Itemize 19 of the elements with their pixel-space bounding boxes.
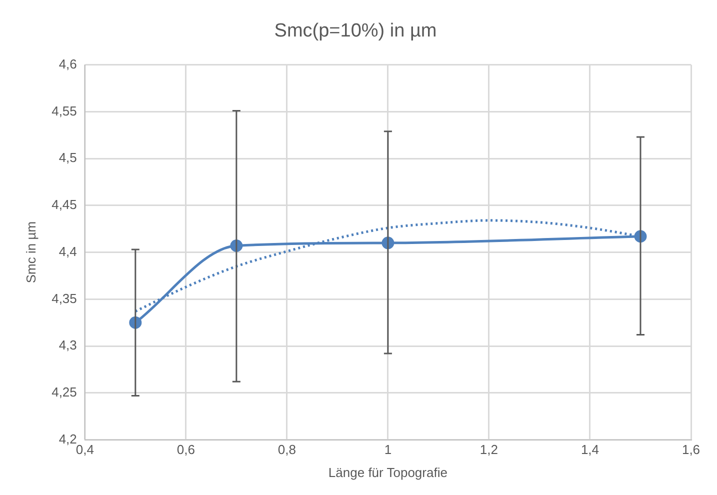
- x-axis-title: Länge für Topografie: [328, 464, 448, 480]
- y-tick-label: 4,45: [52, 197, 77, 212]
- y-tick-label: 4,2: [58, 431, 77, 446]
- y-tick-label: 4,4: [58, 244, 77, 259]
- x-tick-label: 0,8: [278, 442, 296, 458]
- x-tick-label: 1,4: [580, 442, 600, 458]
- y-axis-title: Smc in µm: [23, 221, 38, 284]
- y-tick-label: 4,3: [58, 338, 77, 353]
- x-tick-label: 1,6: [682, 442, 700, 458]
- y-tick-label: 4,25: [52, 384, 77, 400]
- x-tick-label: 1,2: [480, 442, 498, 458]
- y-tick-label: 4,55: [52, 103, 77, 118]
- x-tick-label: 0,4: [76, 442, 94, 458]
- x-tick-label: 0,6: [176, 442, 195, 458]
- y-tick-label: 4,35: [52, 290, 77, 306]
- y-tick-label: 4,5: [58, 150, 77, 166]
- y-tick-label: 4,6: [58, 56, 77, 72]
- chart-title: Smc(p=10%) in µm: [274, 20, 437, 42]
- x-tick-label: 1: [384, 442, 392, 458]
